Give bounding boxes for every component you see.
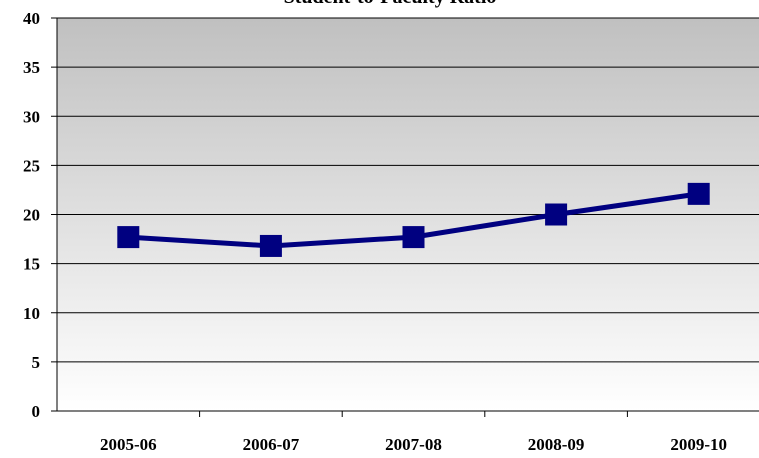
data-point xyxy=(259,234,282,257)
x-tick-label: 2005-06 xyxy=(100,435,157,454)
y-tick-label: 10 xyxy=(23,304,40,323)
y-tick-label: 35 xyxy=(23,58,40,77)
data-point xyxy=(402,226,425,249)
x-tick-label: 2007-08 xyxy=(385,435,442,454)
x-tick-label: 2006-07 xyxy=(243,435,300,454)
x-tick-label: 2008-09 xyxy=(528,435,585,454)
chart-title: Student-to-Faculty Ratio xyxy=(284,0,497,8)
y-tick-label: 40 xyxy=(23,9,40,28)
data-point xyxy=(117,226,140,249)
y-tick-label: 25 xyxy=(23,156,40,175)
data-point xyxy=(687,182,710,205)
data-point xyxy=(545,203,568,226)
y-tick-label: 15 xyxy=(23,255,40,274)
y-tick-label: 0 xyxy=(32,402,41,421)
x-tick-label: 2009-10 xyxy=(670,435,727,454)
y-tick-label: 30 xyxy=(23,107,40,126)
y-tick-label: 5 xyxy=(32,353,41,372)
y-tick-label: 20 xyxy=(23,206,40,225)
